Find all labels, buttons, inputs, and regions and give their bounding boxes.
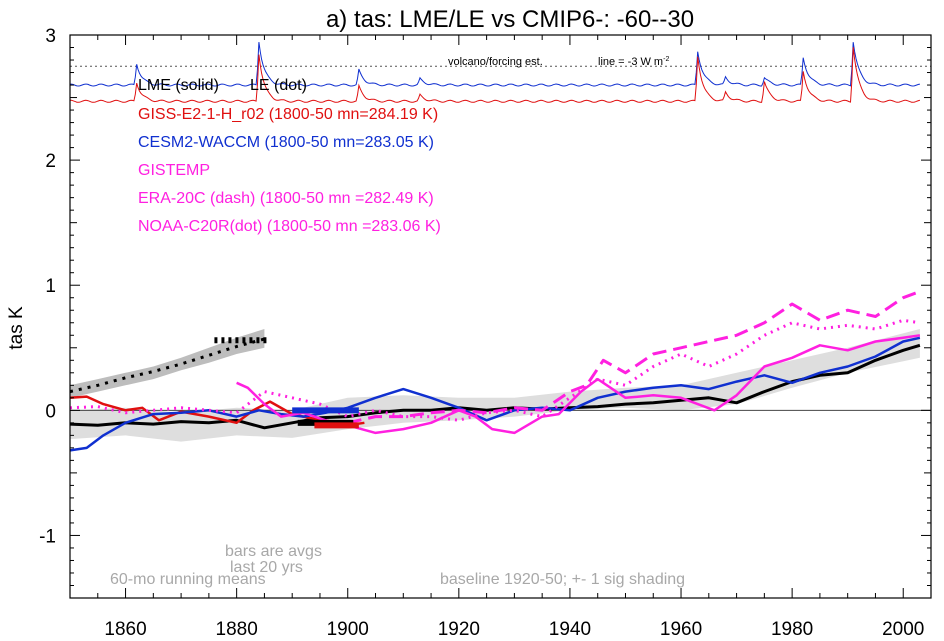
forcing-line-label: line = -3 W m-2 [598,56,669,68]
x-tick-label-1980: 1980 [771,619,813,640]
bars-layer [214,337,359,429]
legend-gistemp-label: GISTEMP [138,162,210,179]
axis-ticks: 1860 1880 1900 1920 1940 1960 1980 2000 3 2 1 0 -1 [39,26,932,640]
series-line-le-dot [69,337,265,394]
legend-era20c-label: ERA-20C (dash) (1800-50 mn =282.49 K) [138,190,434,207]
shading-band-0 [70,329,920,442]
shading-layer [70,329,920,442]
y-tick-label-4: -1 [39,526,56,547]
baseline-note: baseline 1920-50; +- 1 sig shading [440,571,685,588]
running-mean-note: 60-mo running means [110,571,266,588]
volcano-forcing-label: volcano/forcing est. [448,56,543,68]
plot-frame [69,34,932,599]
bars-note-line-1: bars are avgs [225,543,322,560]
shading-band-1 [70,329,265,398]
x-tick-label-2000: 2000 [882,619,924,640]
series-line-era-20c-dash [347,290,921,425]
x-tick-label-1900: 1900 [327,619,369,640]
plot-area [69,42,931,452]
legend-lme-label: LME (solid) [138,77,219,94]
chart-title: a) tas: LME/LE vs CMIP6-: -60--30 [326,6,694,33]
y-tick-label-2: 1 [45,276,56,297]
series-line-giss-e2-1-h-r02 [69,395,365,427]
y-axis-label: tas K [6,306,27,350]
legend-noaa-c20r-label: NOAA-C20R(dot) (1800-50 mn =283.06 K) [138,218,441,235]
series-line-cesm2-waccm [69,336,921,452]
forcing-trace-0 [70,42,921,87]
legend: LME (solid) LE (dot) GISS-E2-1-H_r02 (18… [138,77,441,235]
annotations: volcano/forcing est. line = -3 W m-2 bar… [110,56,685,588]
forcing-trace-1 [70,47,921,103]
legend-le-label: LE (dot) [250,77,307,94]
forcing-layer [70,42,931,103]
legend-giss-label: GISS-E2-1-H_r02 (1800-50 mn=284.19 K) [138,106,438,123]
x-tick-label-1960: 1960 [660,619,702,640]
x-tick-label-1920: 1920 [438,619,480,640]
x-tick-label-1940: 1940 [549,619,591,640]
x-tick-label-1860: 1860 [104,619,146,640]
x-tick-label-1880: 1880 [216,619,258,640]
y-tick-label-1: 2 [45,151,56,172]
legend-cesm2-label: CESM2-WACCM (1800-50 mn=283.05 K) [138,134,434,151]
y-tick-label-3: 0 [45,401,56,422]
bars-note-line-2: last 20 yrs [230,559,303,576]
y-tick-label-0: 3 [45,26,56,47]
